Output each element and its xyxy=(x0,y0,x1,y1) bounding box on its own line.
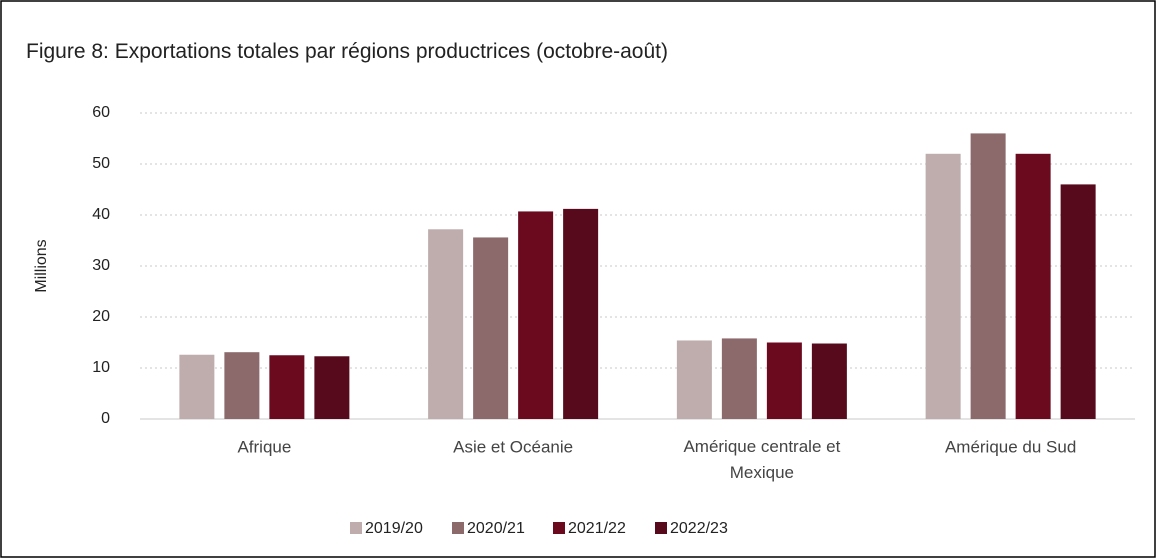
y-tick-label: 20 xyxy=(92,308,110,325)
y-tick-label: 0 xyxy=(101,410,110,427)
bar xyxy=(269,355,305,419)
bar xyxy=(428,229,464,419)
bar xyxy=(224,352,260,419)
y-tick-label: 50 xyxy=(92,155,110,172)
x-tick-label: Amérique du Sud xyxy=(945,437,1076,456)
bar xyxy=(721,338,757,419)
legend-label: 2021/22 xyxy=(568,520,626,537)
bar xyxy=(676,340,712,419)
bar xyxy=(1015,153,1051,420)
x-tick-label: Asie et Océanie xyxy=(453,437,573,456)
x-tick-label: Afrique xyxy=(237,437,291,456)
legend-label: 2019/20 xyxy=(365,520,423,537)
legend-swatch xyxy=(655,522,667,534)
y-tick-label: 60 xyxy=(92,104,110,121)
legend-label: 2022/23 xyxy=(670,520,728,537)
chart-title: Figure 8: Exportations totales par régio… xyxy=(26,40,668,63)
legend-swatch xyxy=(350,522,362,534)
y-axis-label: Millions xyxy=(33,239,50,292)
y-tick-label: 40 xyxy=(92,206,110,223)
x-tick-label: Amérique centrale et Mexique xyxy=(683,437,840,482)
legend-label: 2020/21 xyxy=(467,520,525,537)
y-tick-label: 10 xyxy=(92,359,110,376)
bar xyxy=(563,208,599,419)
legend-swatch xyxy=(452,522,464,534)
bar xyxy=(811,343,847,419)
bar xyxy=(1060,184,1096,419)
legend-swatch xyxy=(553,522,565,534)
bar xyxy=(518,211,554,419)
bar xyxy=(473,237,509,419)
bar xyxy=(925,153,961,420)
y-tick-label: 30 xyxy=(92,257,110,274)
bar xyxy=(766,342,802,419)
bar xyxy=(179,354,215,419)
bar xyxy=(970,133,1006,419)
bar xyxy=(314,356,350,419)
